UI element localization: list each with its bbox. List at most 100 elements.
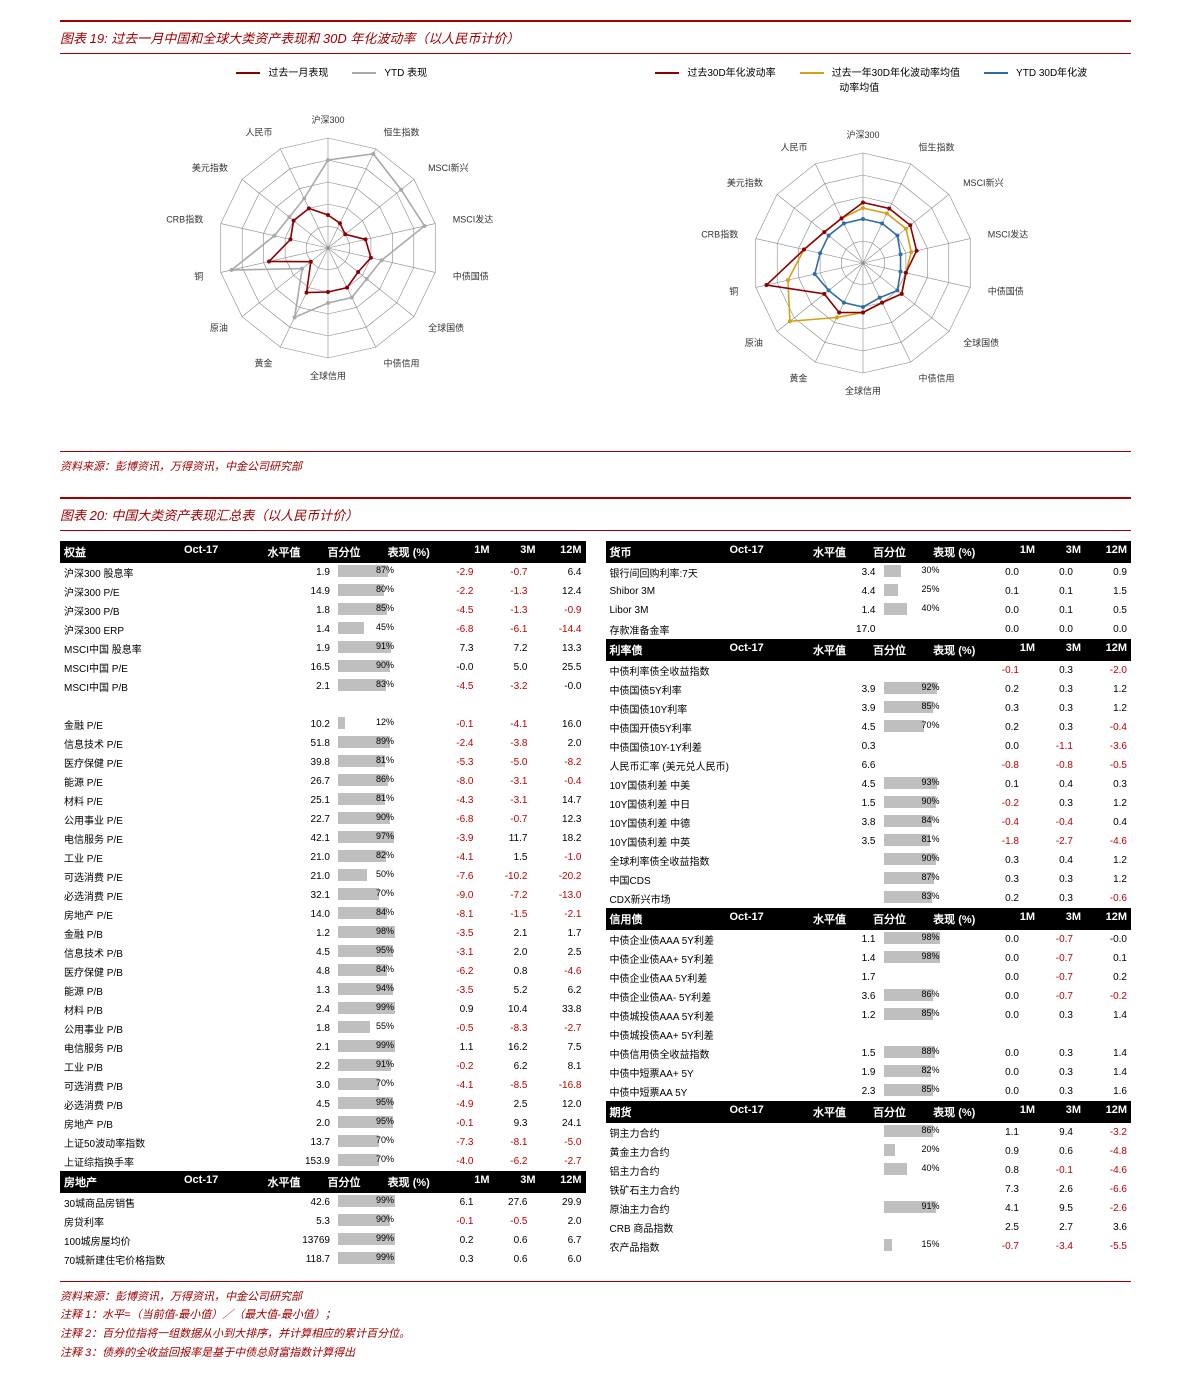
table-row: 电信服务 P/B 2.1 99% 1.1 16.2 7.5 [60, 1038, 586, 1057]
table-row: 10Y国债利差 中美 4.5 93% 0.1 0.4 0.3 [606, 775, 1132, 794]
table-row: 中债企业债AA+ 5Y利差 1.4 98% 0.0 -0.7 0.1 [606, 949, 1132, 968]
chart19-source: 资料来源：彭博资讯，万得资讯，中金公司研究部 [60, 451, 1131, 477]
svg-text:全球国债: 全球国债 [963, 337, 999, 348]
table-row: 能源 P/E 26.7 86% -8.0 -3.1 -0.4 [60, 772, 586, 791]
svg-text:中债信用: 中债信用 [919, 372, 955, 383]
table-row: 上证50波动率指数 13.7 70% -7.3 -8.1 -5.0 [60, 1133, 586, 1152]
table-row: 工业 P/B 2.2 91% -0.2 6.2 8.1 [60, 1057, 586, 1076]
radar-right-legend: 过去30D年化波动率过去一年30D年化波动率均值YTD 30D年化波动率均值 [638, 64, 1088, 94]
table-row: 房地产 P/E 14.0 84% -8.1 -1.5 -2.1 [60, 905, 586, 924]
table-row [60, 696, 586, 715]
table-row: 中债企业债AA- 5Y利差 3.6 86% 0.0 -0.7 -0.2 [606, 987, 1132, 1006]
table-row: 铁矿石主力合约 7.3 2.6 -6.6 [606, 1180, 1132, 1199]
table-row: 30城商品房销售 42.6 99% 6.1 27.6 29.9 [60, 1193, 586, 1212]
table-row: 中债国债10Y-1Y利差 0.3 0.0 -1.1 -3.6 [606, 737, 1132, 756]
table-row: Libor 3M 1.4 40% 0.0 0.1 0.5 [606, 601, 1132, 620]
section-head: 权益 Oct-17 水平值 百分位 表现 (%) 1M 3M 12M [60, 541, 586, 563]
svg-text:恒生指数: 恒生指数 [919, 142, 955, 153]
table-row: 中债城投债AAA 5Y利差 1.2 85% 0.0 0.3 1.4 [606, 1006, 1132, 1025]
svg-text:中债信用: 中债信用 [383, 357, 419, 368]
chart20-source: 资料来源：彭博资讯，万得资讯，中金公司研究部注释 1：水平=（当前值-最小值）／… [60, 1281, 1131, 1363]
svg-text:CRB指数: CRB指数 [701, 229, 738, 240]
svg-text:原油: 原油 [210, 322, 228, 333]
svg-text:MSCI新兴: MSCI新兴 [963, 177, 1004, 188]
table-row: 可选消费 P/B 3.0 70% -4.1 -8.5 -16.8 [60, 1076, 586, 1095]
table-row: 电信服务 P/E 42.1 97% -3.9 11.7 18.2 [60, 829, 586, 848]
tables-row: 权益 Oct-17 水平值 百分位 表现 (%) 1M 3M 12M 沪深300… [60, 541, 1131, 1269]
table-row: 中债国债5Y利率 3.9 92% 0.2 0.3 1.2 [606, 680, 1132, 699]
radar-left-svg: 沪深300恒生指数MSCI新兴MSCI发达中债国债全球国债中债信用全球信用黄金原… [103, 83, 553, 403]
table-row: MSCI中国 P/E 16.5 90% -0.0 5.0 25.5 [60, 658, 586, 677]
table-row: 沪深300 P/B 1.8 85% -4.5 -1.3 -0.9 [60, 601, 586, 620]
table-row: 医疗保健 P/E 39.8 81% -5.3 -5.0 -8.2 [60, 753, 586, 772]
table-row: 中债企业债AA 5Y利差 1.7 0.0 -0.7 0.2 [606, 968, 1132, 987]
svg-text:中债国债: 中债国债 [988, 285, 1024, 296]
table-row: 房地产 P/B 2.0 95% -0.1 9.3 24.1 [60, 1114, 586, 1133]
svg-text:沪深300: 沪深300 [847, 129, 880, 140]
svg-text:美元指数: 美元指数 [192, 162, 228, 173]
table-row: 材料 P/E 25.1 81% -4.3 -3.1 14.7 [60, 791, 586, 810]
svg-text:MSCI新兴: MSCI新兴 [428, 162, 469, 173]
table-row: 农产品指数 15% -0.7 -3.4 -5.5 [606, 1237, 1132, 1256]
table-row: 存款准备金率 17.0 0.0 0.0 0.0 [606, 620, 1132, 639]
svg-text:人民币: 人民币 [781, 143, 808, 153]
chart19-title: 图表 19: 过去一月中国和全球大类资产表现和 30D 年化波动率（以人民币计价… [60, 20, 1131, 54]
table-row: 中债信用债全收益指数 1.5 88% 0.0 0.3 1.4 [606, 1044, 1132, 1063]
table-row: Shibor 3M 4.4 25% 0.1 0.1 1.5 [606, 582, 1132, 601]
table-row: 中债中短票AA+ 5Y 1.9 82% 0.0 0.3 1.4 [606, 1063, 1132, 1082]
table-col-left: 权益 Oct-17 水平值 百分位 表现 (%) 1M 3M 12M 沪深300… [60, 541, 586, 1269]
data-table: 银行间回购利率:7天 3.4 30% 0.0 0.0 0.9 Shibor 3M… [606, 563, 1132, 639]
data-table: 沪深300 股息率 1.9 87% -2.9 -0.7 6.4 沪深300 P/… [60, 563, 586, 1171]
svg-text:黄金: 黄金 [790, 372, 808, 383]
data-table: 30城商品房销售 42.6 99% 6.1 27.6 29.9 房贷利率 5.3… [60, 1193, 586, 1269]
radar-right-svg: 沪深300 恒生指数 MSCI新兴 MSCI发达中债国债全球国债中债信用全球信用 黄金 原… [638, 98, 1088, 418]
table-row: 10Y国债利差 中德 3.8 84% -0.4 -0.4 0.4 [606, 813, 1132, 832]
section-head: 房地产 Oct-17 水平值 百分位 表现 (%) 1M 3M 12M [60, 1171, 586, 1193]
svg-text:黄金: 黄金 [254, 357, 272, 368]
section-head: 信用债 Oct-17 水平值 百分位 表现 (%) 1M 3M 12M [606, 908, 1132, 930]
section-head: 期货 Oct-17 水平值 百分位 表现 (%) 1M 3M 12M [606, 1101, 1132, 1123]
table-row: 能源 P/B 1.3 94% -3.5 5.2 6.2 [60, 981, 586, 1000]
radar-right: 过去30D年化波动率过去一年30D年化波动率均值YTD 30D年化波动率均值 沪… [638, 64, 1088, 421]
table-col-right: 货币 Oct-17 水平值 百分位 表现 (%) 1M 3M 12M 银行间回购… [606, 541, 1132, 1269]
svg-text:中债国债: 中债国债 [453, 270, 489, 281]
data-table: 中债利率债全收益指数 -0.1 0.3 -2.0 中债国债5Y利率 3.9 92… [606, 661, 1132, 908]
svg-text:沪深300: 沪深300 [311, 114, 344, 125]
table-row: 必选消费 P/B 4.5 95% -4.9 2.5 12.0 [60, 1095, 586, 1114]
svg-text:恒生指数: 恒生指数 [383, 127, 419, 138]
table-row: 中债国债10Y利率 3.9 85% 0.3 0.3 1.2 [606, 699, 1132, 718]
table-row: 医疗保健 P/B 4.8 84% -6.2 0.8 -4.6 [60, 962, 586, 981]
table-row: 中债中短票AA 5Y 2.3 85% 0.0 0.3 1.6 [606, 1082, 1132, 1101]
svg-text:原油: 原油 [745, 337, 763, 348]
table-row: 人民币汇率 (美元兑人民币) 6.6 -0.8 -0.8 -0.5 [606, 756, 1132, 775]
table-row: 中债利率债全收益指数 -0.1 0.3 -2.0 [606, 661, 1132, 680]
table-row: 10Y国债利差 中英 3.5 81% -1.8 -2.7 -4.6 [606, 832, 1132, 851]
section-head: 货币 Oct-17 水平值 百分位 表现 (%) 1M 3M 12M [606, 541, 1132, 563]
data-table: 铜主力合约 86% 1.1 9.4 -3.2 黄金主力合约 20% [606, 1123, 1132, 1256]
svg-text:MSCI发达: MSCI发达 [988, 229, 1029, 240]
svg-text:全球信用: 全球信用 [845, 385, 881, 396]
table-row: 沪深300 ERP 1.4 45% -6.8 -6.1 -14.4 [60, 620, 586, 639]
table-row: 公用事业 P/E 22.7 90% -6.8 -0.7 12.3 [60, 810, 586, 829]
radar-row: 过去一月表现YTD 表现 沪深300恒生指数MSCI新兴MSCI发达中债国债全球… [60, 64, 1131, 421]
data-table: 中债企业债AAA 5Y利差 1.1 98% 0.0 -0.7 -0.0 中债企业… [606, 930, 1132, 1101]
table-row: CRB 商品指数 2.5 2.7 3.6 [606, 1218, 1132, 1237]
svg-text:美元指数: 美元指数 [727, 177, 763, 188]
table-row: 黄金主力合约 20% 0.9 0.6 -4.8 [606, 1142, 1132, 1161]
table-row: 沪深300 股息率 1.9 87% -2.9 -0.7 6.4 [60, 563, 586, 582]
radar-left-legend: 过去一月表现YTD 表现 [103, 64, 553, 79]
table-row: 中国CDS 87% 0.3 0.3 1.2 [606, 870, 1132, 889]
table-row: 房贷利率 5.3 90% -0.1 -0.5 2.0 [60, 1212, 586, 1231]
table-row: 工业 P/E 21.0 82% -4.1 1.5 -1.0 [60, 848, 586, 867]
table-row: 70城新建住宅价格指数 118.7 99% 0.3 0.6 6.0 [60, 1250, 586, 1269]
svg-text:铜: 铜 [194, 270, 203, 281]
table-row: 全球利率债全收益指数 90% 0.3 0.4 1.2 [606, 851, 1132, 870]
radar-left: 过去一月表现YTD 表现 沪深300恒生指数MSCI新兴MSCI发达中债国债全球… [103, 64, 553, 421]
table-row: 金融 P/E 10.2 12% -0.1 -4.1 16.0 [60, 715, 586, 734]
chart20-title: 图表 20: 中国大类资产表现汇总表（以人民币计价） [60, 497, 1131, 531]
table-row: 可选消费 P/E 21.0 50% -7.6 -10.2 -20.2 [60, 867, 586, 886]
table-row: 银行间回购利率:7天 3.4 30% 0.0 0.0 0.9 [606, 563, 1132, 582]
svg-text:全球信用: 全球信用 [310, 370, 346, 381]
table-row: 中债国开债5Y利率 4.5 70% 0.2 0.3 -0.4 [606, 718, 1132, 737]
table-row: 铜主力合约 86% 1.1 9.4 -3.2 [606, 1123, 1132, 1142]
